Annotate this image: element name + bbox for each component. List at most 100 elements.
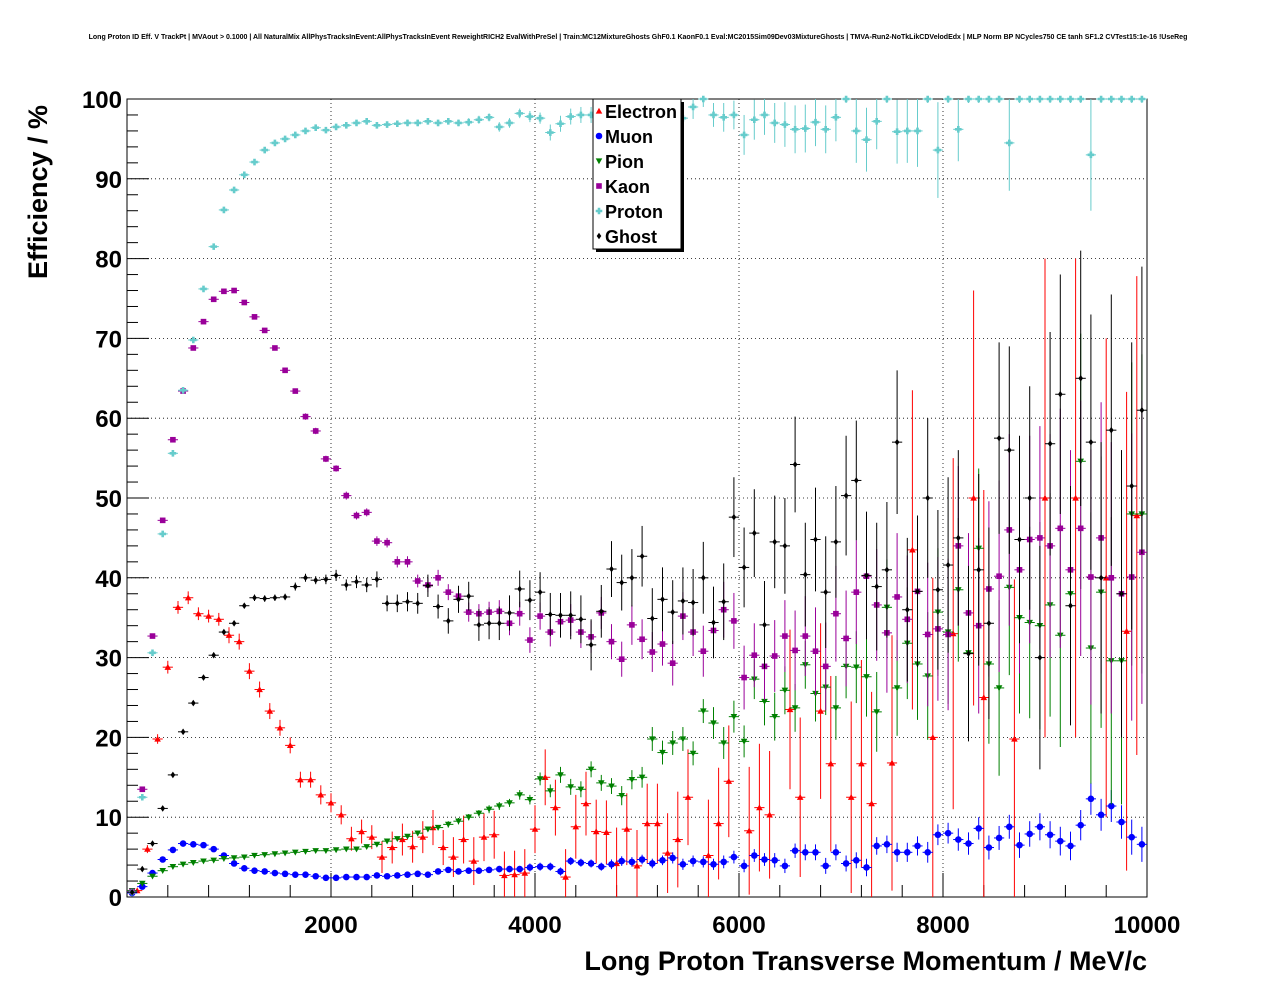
electron-point [766,811,773,818]
electron-point [154,735,161,742]
proton-point [547,129,554,136]
proton-point [1108,95,1115,103]
electron-point [511,871,518,878]
kaon-point [996,573,1002,580]
kaon-point [170,436,176,443]
muon-point [842,860,850,867]
ghost-point [874,583,880,590]
proton-point [863,136,870,143]
ghost-point [1139,406,1145,414]
ghost-point [323,576,329,583]
electron-point [205,612,212,619]
ghost-point [792,461,798,468]
ghost-point [955,534,961,542]
kaon-point [853,589,860,595]
ghost-point [996,434,1002,442]
kaon-point [445,589,452,595]
ghost-point [476,621,482,629]
ghost-point [578,615,584,623]
ghost-point [415,600,421,607]
ghost-point [782,542,788,550]
ghost-point [313,576,319,584]
kaon-point [384,539,390,546]
proton-point [169,450,177,457]
electron-point [572,823,580,830]
ghost-point [1088,438,1094,446]
proton-point [730,111,738,119]
pion-point [516,792,523,799]
muon-point [975,825,982,832]
y-tick-label: 80 [95,247,122,274]
y-tick-label: 40 [95,566,122,593]
proton-point [1046,95,1054,103]
kaon-point [700,648,707,655]
kaon-point [527,637,533,643]
pion-point [587,766,595,773]
electron-point [868,800,875,807]
proton-point [1087,151,1095,159]
pion-point [649,736,656,743]
electron-point [501,872,508,879]
kaon-point [139,786,146,793]
muon-point [547,863,554,870]
proton-point [1118,95,1125,103]
pion-point [200,858,207,865]
proton-point [1016,95,1023,103]
ghost-point [721,598,727,606]
ghost-point [588,641,594,649]
muon-point [669,854,676,862]
y-tick-label: 0 [109,885,122,912]
series-layer [127,95,1147,897]
electron-point [388,844,396,851]
proton-point [404,119,411,127]
kaon-point [1057,525,1064,532]
electron-point [1011,735,1018,742]
pion-point [343,846,350,853]
proton-point [1128,95,1135,103]
electron-point [817,707,824,714]
pion-point [781,687,789,694]
pion-point [791,705,799,712]
muon-point [771,856,778,864]
kaon-point [414,578,421,584]
ghost-point [537,588,543,596]
pion-point [169,864,177,870]
ghost-point [843,492,849,499]
y-tick-label: 100 [82,87,122,114]
muon-point [445,866,452,874]
muon-point [893,849,901,856]
pion-point [302,848,309,855]
pion-point [322,848,330,855]
ghost-point [507,609,512,617]
legend-marker-pion [595,158,603,165]
pion-point [761,698,768,705]
pion-point [496,803,503,810]
kaon-point [363,509,370,516]
electron-point [470,857,478,864]
kaon-point [843,635,849,642]
electron-point [399,836,406,843]
proton-point [710,111,717,119]
ghost-point [711,619,716,626]
kaon-point [261,327,268,334]
proton-point [496,123,503,131]
proton-point [424,118,432,125]
electron-point [307,776,314,783]
ghost-point [517,585,523,593]
proton-point [475,116,483,124]
proton-point [761,111,768,119]
proton-point [251,158,258,166]
electron-point [225,631,233,638]
muon-point [1016,841,1023,849]
proton-point [883,95,891,103]
pion-point [740,738,748,745]
muon-point [363,873,371,881]
kaon-point [333,465,339,472]
kaon-point [159,517,166,524]
ghost-point [741,564,747,571]
proton-point [924,95,931,103]
y-tick-label: 70 [95,326,122,353]
ghost-point [241,602,247,610]
proton-point [230,186,238,194]
